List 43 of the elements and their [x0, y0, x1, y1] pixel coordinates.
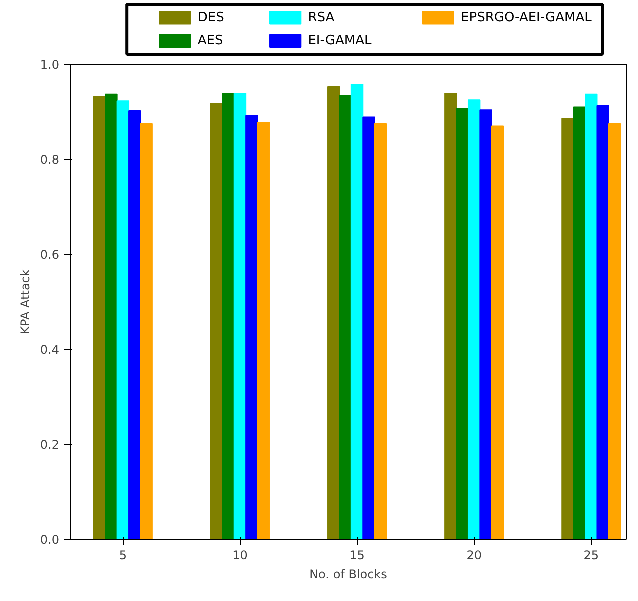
legend-label: AES	[198, 34, 224, 49]
x-tick-label: 15	[350, 548, 365, 562]
y-axis-title: KPA Attack	[18, 270, 32, 334]
bar	[350, 84, 364, 540]
bar	[246, 115, 258, 540]
bar	[210, 102, 224, 540]
y-tick-label: 0.2	[40, 438, 60, 452]
bar	[596, 105, 610, 540]
bar	[93, 96, 106, 540]
bar	[234, 92, 247, 540]
bar	[362, 116, 376, 540]
bar	[339, 95, 352, 540]
bar	[585, 94, 598, 540]
x-tick-label: 5	[119, 548, 127, 562]
y-tick-label: 1.0	[40, 58, 60, 72]
bar	[562, 118, 574, 540]
y-tick-label: 0.6	[40, 248, 60, 262]
x-axis-title: No. of Blocks	[310, 568, 388, 582]
bar	[468, 100, 481, 540]
bar	[456, 108, 469, 540]
bar	[257, 122, 270, 540]
legend-label: RSA	[308, 10, 335, 26]
bar	[128, 110, 142, 540]
bar	[328, 86, 340, 540]
legend-label: EI-GAMAL	[308, 34, 373, 49]
x-tick-label: 10	[232, 548, 248, 562]
bar	[573, 106, 586, 540]
bar	[608, 123, 622, 540]
bar	[140, 123, 153, 540]
bar	[374, 123, 388, 540]
y-tick-label: 0.0	[40, 533, 60, 547]
x-tick-label: 20	[466, 548, 482, 562]
bar	[105, 94, 118, 540]
bar	[222, 92, 235, 540]
x-tick-label: 25	[584, 548, 600, 562]
y-tick-label: 0.4	[40, 343, 60, 357]
bar	[444, 92, 458, 540]
legend-label: DES	[198, 10, 224, 26]
bar	[480, 110, 492, 540]
bar	[491, 126, 504, 540]
y-tick-label: 0.8	[40, 153, 60, 167]
legend-label: EPSRGO-AEI-GAMAL	[461, 10, 593, 26]
bar	[116, 100, 130, 540]
